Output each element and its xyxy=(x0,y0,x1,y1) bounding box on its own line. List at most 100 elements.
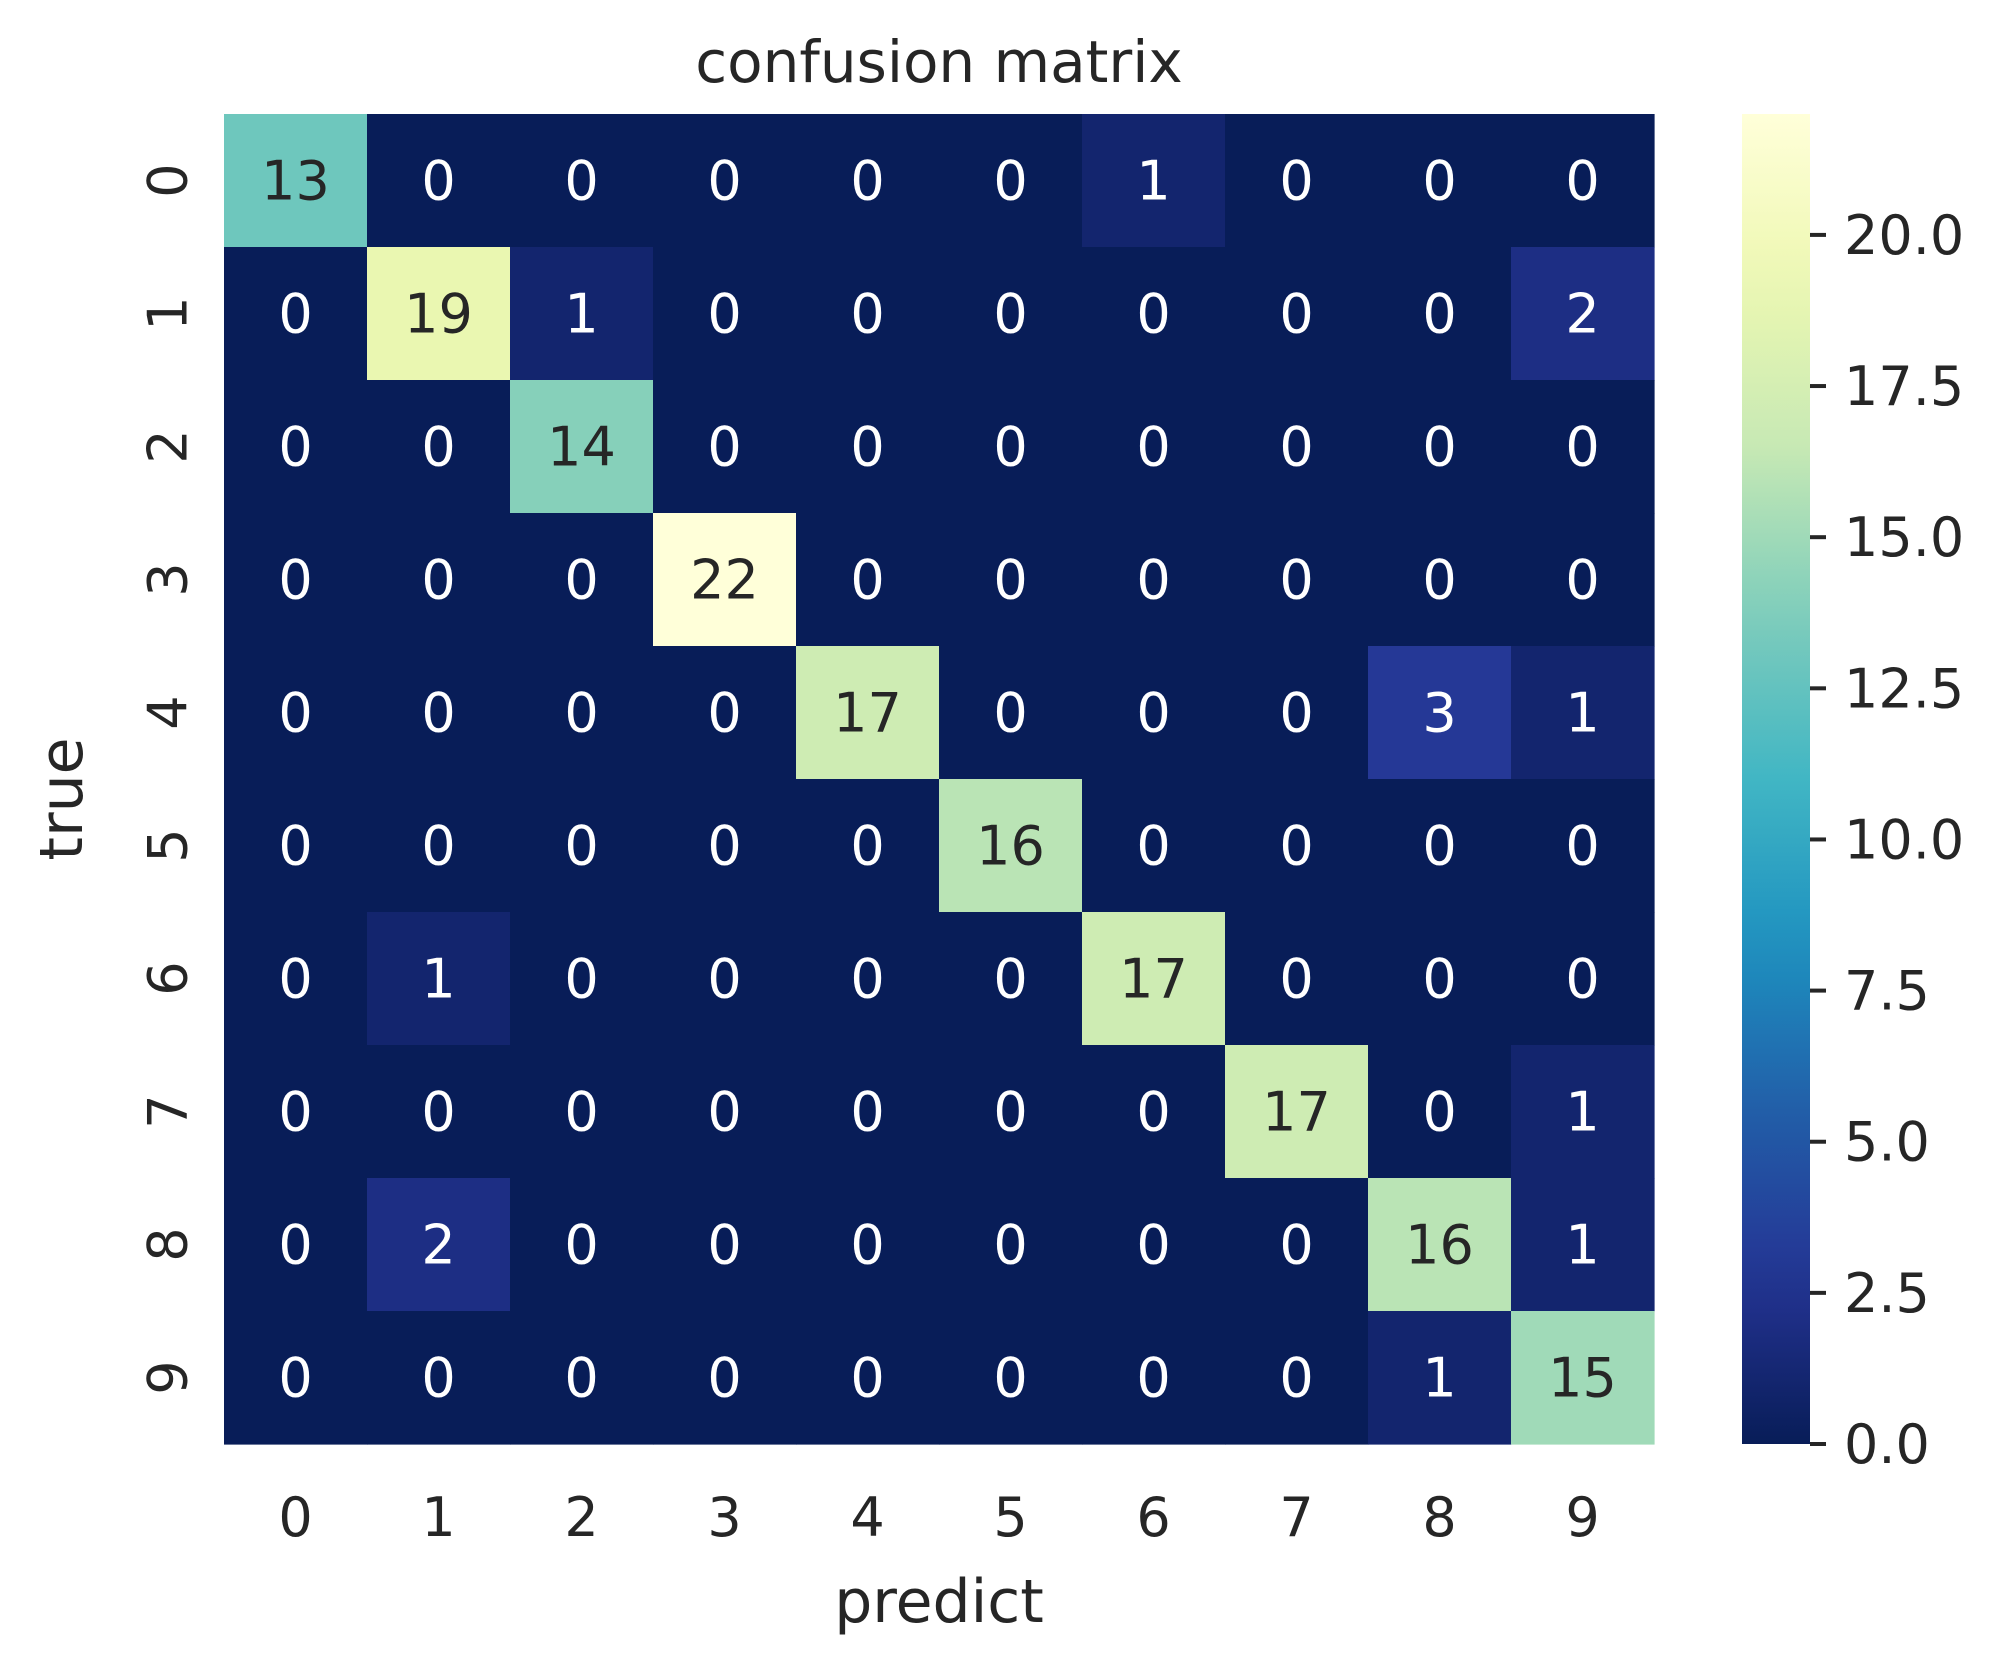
heatmap-cell xyxy=(939,1311,1083,1445)
heatmap-cell xyxy=(1368,1178,1512,1312)
colorbar-tick-label: 5.0 xyxy=(1844,1111,1930,1174)
heatmap-cell xyxy=(1082,247,1226,381)
heatmap-cell xyxy=(1368,247,1512,381)
heatmap-cell xyxy=(796,247,940,381)
heatmap-cell xyxy=(939,646,1083,780)
heatmap-cell xyxy=(1511,247,1655,381)
colorbar-tick-label: 15.0 xyxy=(1844,506,1964,569)
cell-value-label: 1 xyxy=(1565,1081,1599,1144)
x-tick-label: 0 xyxy=(278,1486,312,1549)
cell-value-label: 0 xyxy=(1279,815,1313,878)
cell-value-label: 0 xyxy=(421,682,455,745)
heatmap-cell xyxy=(224,513,368,647)
cell-value-label: 0 xyxy=(421,1347,455,1410)
heatmap-cell xyxy=(367,1045,511,1179)
x-tick-label: 7 xyxy=(1279,1486,1313,1549)
cell-value-label: 0 xyxy=(850,1347,884,1410)
x-tick-label: 5 xyxy=(993,1486,1027,1549)
cell-value-label: 0 xyxy=(850,815,884,878)
cell-value-label: 0 xyxy=(421,549,455,612)
heatmap-cell xyxy=(510,1311,654,1445)
heatmap-cell xyxy=(1368,114,1512,248)
heatmap-cell xyxy=(939,912,1083,1046)
cell-value-label: 0 xyxy=(564,682,598,745)
heatmap-cell xyxy=(796,1311,940,1445)
cell-value-label: 0 xyxy=(1279,948,1313,1011)
cell-value-label: 0 xyxy=(1565,416,1599,479)
cell-value-label: 0 xyxy=(1136,815,1170,878)
heatmap-cell xyxy=(1082,1311,1226,1445)
colorbar-gradient xyxy=(1742,114,1810,1444)
heatmap-cell xyxy=(1082,1178,1226,1312)
cell-value-label: 0 xyxy=(707,1081,741,1144)
cell-value-label: 0 xyxy=(564,948,598,1011)
heatmap-cell xyxy=(1082,646,1226,780)
cell-value-label: 0 xyxy=(993,1347,1027,1410)
chart-title: confusion matrix xyxy=(695,28,1182,96)
cell-value-label: 0 xyxy=(1422,815,1456,878)
heatmap-cell xyxy=(796,114,940,248)
x-tick-label: 9 xyxy=(1565,1486,1599,1549)
cell-value-label: 0 xyxy=(564,549,598,612)
cell-value-label: 1 xyxy=(1565,682,1599,745)
heatmap-cell xyxy=(510,646,654,780)
cell-value-label: 0 xyxy=(993,948,1027,1011)
heatmap-cell xyxy=(510,779,654,913)
cell-value-label: 0 xyxy=(993,283,1027,346)
cell-value-label: 0 xyxy=(1422,1081,1456,1144)
heatmap-cell xyxy=(653,1045,797,1179)
heatmap-cell xyxy=(1511,1311,1655,1445)
cell-value-label: 0 xyxy=(1136,1081,1170,1144)
cell-value-label: 0 xyxy=(993,549,1027,612)
y-tick-label: 8 xyxy=(137,1227,200,1261)
heatmap-cell xyxy=(1225,247,1369,381)
colorbar-tick-label: 7.5 xyxy=(1844,960,1930,1023)
cell-value-label: 0 xyxy=(1565,948,1599,1011)
cell-value-label: 16 xyxy=(1405,1214,1474,1277)
heatmap-cell xyxy=(224,912,368,1046)
heatmap-cell xyxy=(1368,1311,1512,1445)
cell-value-label: 0 xyxy=(1136,283,1170,346)
cell-value-label: 0 xyxy=(564,1214,598,1277)
heatmap-cell xyxy=(796,779,940,913)
heatmap-cell xyxy=(224,114,368,248)
cell-value-label: 17 xyxy=(833,682,902,745)
cell-value-label: 0 xyxy=(707,416,741,479)
heatmap-cell xyxy=(224,247,368,381)
heatmap-cell xyxy=(796,1178,940,1312)
heatmap-cell xyxy=(1082,1045,1226,1179)
cell-value-label: 0 xyxy=(707,283,741,346)
cell-value-label: 0 xyxy=(850,1081,884,1144)
cell-value-label: 0 xyxy=(993,416,1027,479)
y-tick-label: 4 xyxy=(137,695,200,729)
cell-value-label: 0 xyxy=(421,150,455,213)
cell-value-label: 0 xyxy=(278,549,312,612)
cell-value-label: 0 xyxy=(1279,416,1313,479)
cell-value-label: 17 xyxy=(1119,948,1188,1011)
cell-value-label: 16 xyxy=(976,815,1045,878)
heatmap-cell xyxy=(1082,912,1226,1046)
cell-value-label: 0 xyxy=(993,682,1027,745)
cell-value-label: 0 xyxy=(1279,682,1313,745)
heatmap-cell xyxy=(1225,912,1369,1046)
cell-value-label: 3 xyxy=(1422,682,1456,745)
heatmap-cell xyxy=(653,1311,797,1445)
cell-value-label: 0 xyxy=(1565,549,1599,612)
heatmap-cell xyxy=(510,114,654,248)
cell-value-label: 0 xyxy=(278,948,312,1011)
heatmap-cell xyxy=(224,646,368,780)
heatmap-cell xyxy=(796,380,940,514)
heatmap-cell xyxy=(1511,646,1655,780)
heatmap-cell xyxy=(1368,779,1512,913)
cell-value-label: 14 xyxy=(547,416,616,479)
heatmap-cell xyxy=(224,380,368,514)
cell-value-label: 0 xyxy=(1565,815,1599,878)
cell-value-label: 0 xyxy=(1565,150,1599,213)
colorbar-tick-label: 0.0 xyxy=(1844,1413,1930,1476)
cell-value-label: 0 xyxy=(850,416,884,479)
heatmap-cell xyxy=(510,513,654,647)
heatmap-cell xyxy=(1511,114,1655,248)
cell-value-label: 2 xyxy=(1565,283,1599,346)
